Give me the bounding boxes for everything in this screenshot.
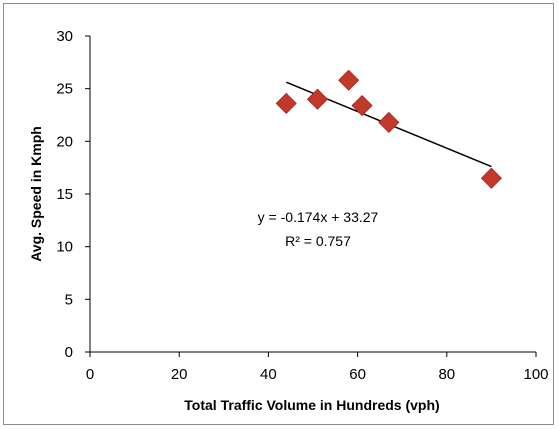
y-tick-label: 25 xyxy=(56,81,73,98)
data-point xyxy=(351,94,373,117)
x-axis-title: Total Traffic Volume in Hundreds (vph) xyxy=(184,397,439,413)
y-tick-label: 0 xyxy=(65,344,73,361)
axes xyxy=(89,36,536,353)
trendline-equation: y = -0.174x + 33.27 xyxy=(258,209,379,225)
data-point xyxy=(275,92,297,114)
chart-area xyxy=(3,3,554,425)
y-tick-label: 15 xyxy=(56,186,73,203)
data-point xyxy=(480,167,502,189)
y-tick-label: 20 xyxy=(56,133,73,150)
y-tick-label: 10 xyxy=(56,239,73,256)
x-tick-label: 20 xyxy=(171,366,188,383)
x-tick-label: 0 xyxy=(86,366,94,383)
data-points xyxy=(275,69,502,189)
x-ticks: 0 20 40 60 80 100 xyxy=(86,352,549,383)
data-point xyxy=(378,111,400,133)
x-tick-label: 60 xyxy=(349,366,366,383)
y-axis-title: Avg. Speed in Kmph xyxy=(28,126,44,262)
y-ticks: 0 5 10 15 20 25 30 xyxy=(56,28,90,361)
y-tick-label: 5 xyxy=(65,291,73,308)
data-point xyxy=(306,88,329,110)
trendline-r-squared: R² = 0.757 xyxy=(285,233,351,249)
y-tick-label: 30 xyxy=(56,28,73,45)
x-tick-label: 100 xyxy=(523,366,548,383)
data-point xyxy=(338,69,360,91)
x-tick-label: 40 xyxy=(260,366,277,383)
x-tick-label: 80 xyxy=(438,366,455,383)
